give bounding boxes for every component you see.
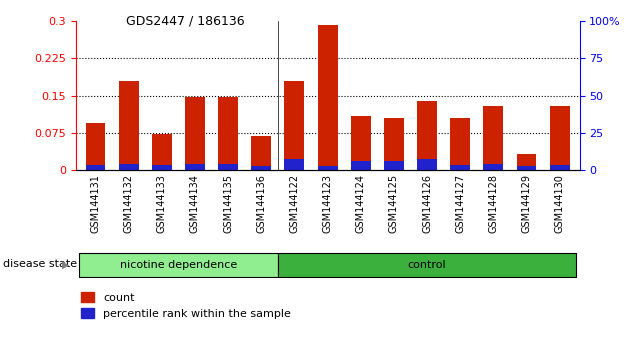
Text: GSM144127: GSM144127	[455, 174, 465, 233]
Bar	[318, 166, 338, 170]
FancyBboxPatch shape	[79, 253, 278, 276]
Bar	[285, 81, 304, 170]
Bar	[417, 101, 437, 170]
Bar	[550, 107, 570, 170]
Bar	[152, 134, 172, 170]
Bar	[384, 161, 404, 170]
Bar	[351, 161, 370, 170]
Bar	[517, 166, 537, 170]
Bar	[152, 165, 172, 170]
Text: GSM144135: GSM144135	[223, 174, 233, 233]
Text: GSM144132: GSM144132	[123, 174, 134, 233]
Bar	[450, 165, 470, 170]
Text: GSM144122: GSM144122	[289, 174, 299, 233]
Text: GSM144128: GSM144128	[488, 174, 498, 233]
Text: GSM144125: GSM144125	[389, 174, 399, 233]
Text: GSM144130: GSM144130	[554, 174, 564, 233]
Bar	[251, 166, 272, 170]
Text: GSM144136: GSM144136	[256, 174, 266, 233]
Text: GSM144129: GSM144129	[522, 174, 532, 233]
Text: GSM144133: GSM144133	[157, 174, 167, 233]
Bar	[550, 165, 570, 170]
Text: GSM144134: GSM144134	[190, 174, 200, 233]
Bar	[417, 159, 437, 170]
Text: control: control	[408, 259, 447, 270]
Text: GSM144131: GSM144131	[91, 174, 101, 233]
Bar	[86, 165, 105, 170]
Bar	[185, 97, 205, 170]
Bar	[318, 25, 338, 170]
Text: GDS2447 / 186136: GDS2447 / 186136	[126, 14, 244, 27]
Text: GSM144124: GSM144124	[356, 174, 366, 233]
Bar	[118, 81, 139, 170]
Text: disease state: disease state	[3, 259, 77, 269]
Bar	[483, 107, 503, 170]
Legend: count, percentile rank within the sample: count, percentile rank within the sample	[81, 292, 291, 319]
Bar	[118, 164, 139, 170]
Text: GSM144126: GSM144126	[422, 174, 432, 233]
Bar	[384, 118, 404, 170]
Bar	[185, 164, 205, 170]
Bar	[351, 116, 370, 170]
Bar	[285, 159, 304, 170]
Bar	[517, 154, 537, 170]
FancyBboxPatch shape	[278, 253, 576, 276]
Bar	[483, 164, 503, 170]
Text: ▶: ▶	[62, 259, 69, 269]
Text: GSM144123: GSM144123	[323, 174, 333, 233]
Bar	[218, 97, 238, 170]
Bar	[218, 164, 238, 170]
Bar	[86, 123, 105, 170]
Bar	[251, 136, 272, 170]
Bar	[450, 118, 470, 170]
Text: nicotine dependence: nicotine dependence	[120, 259, 237, 270]
